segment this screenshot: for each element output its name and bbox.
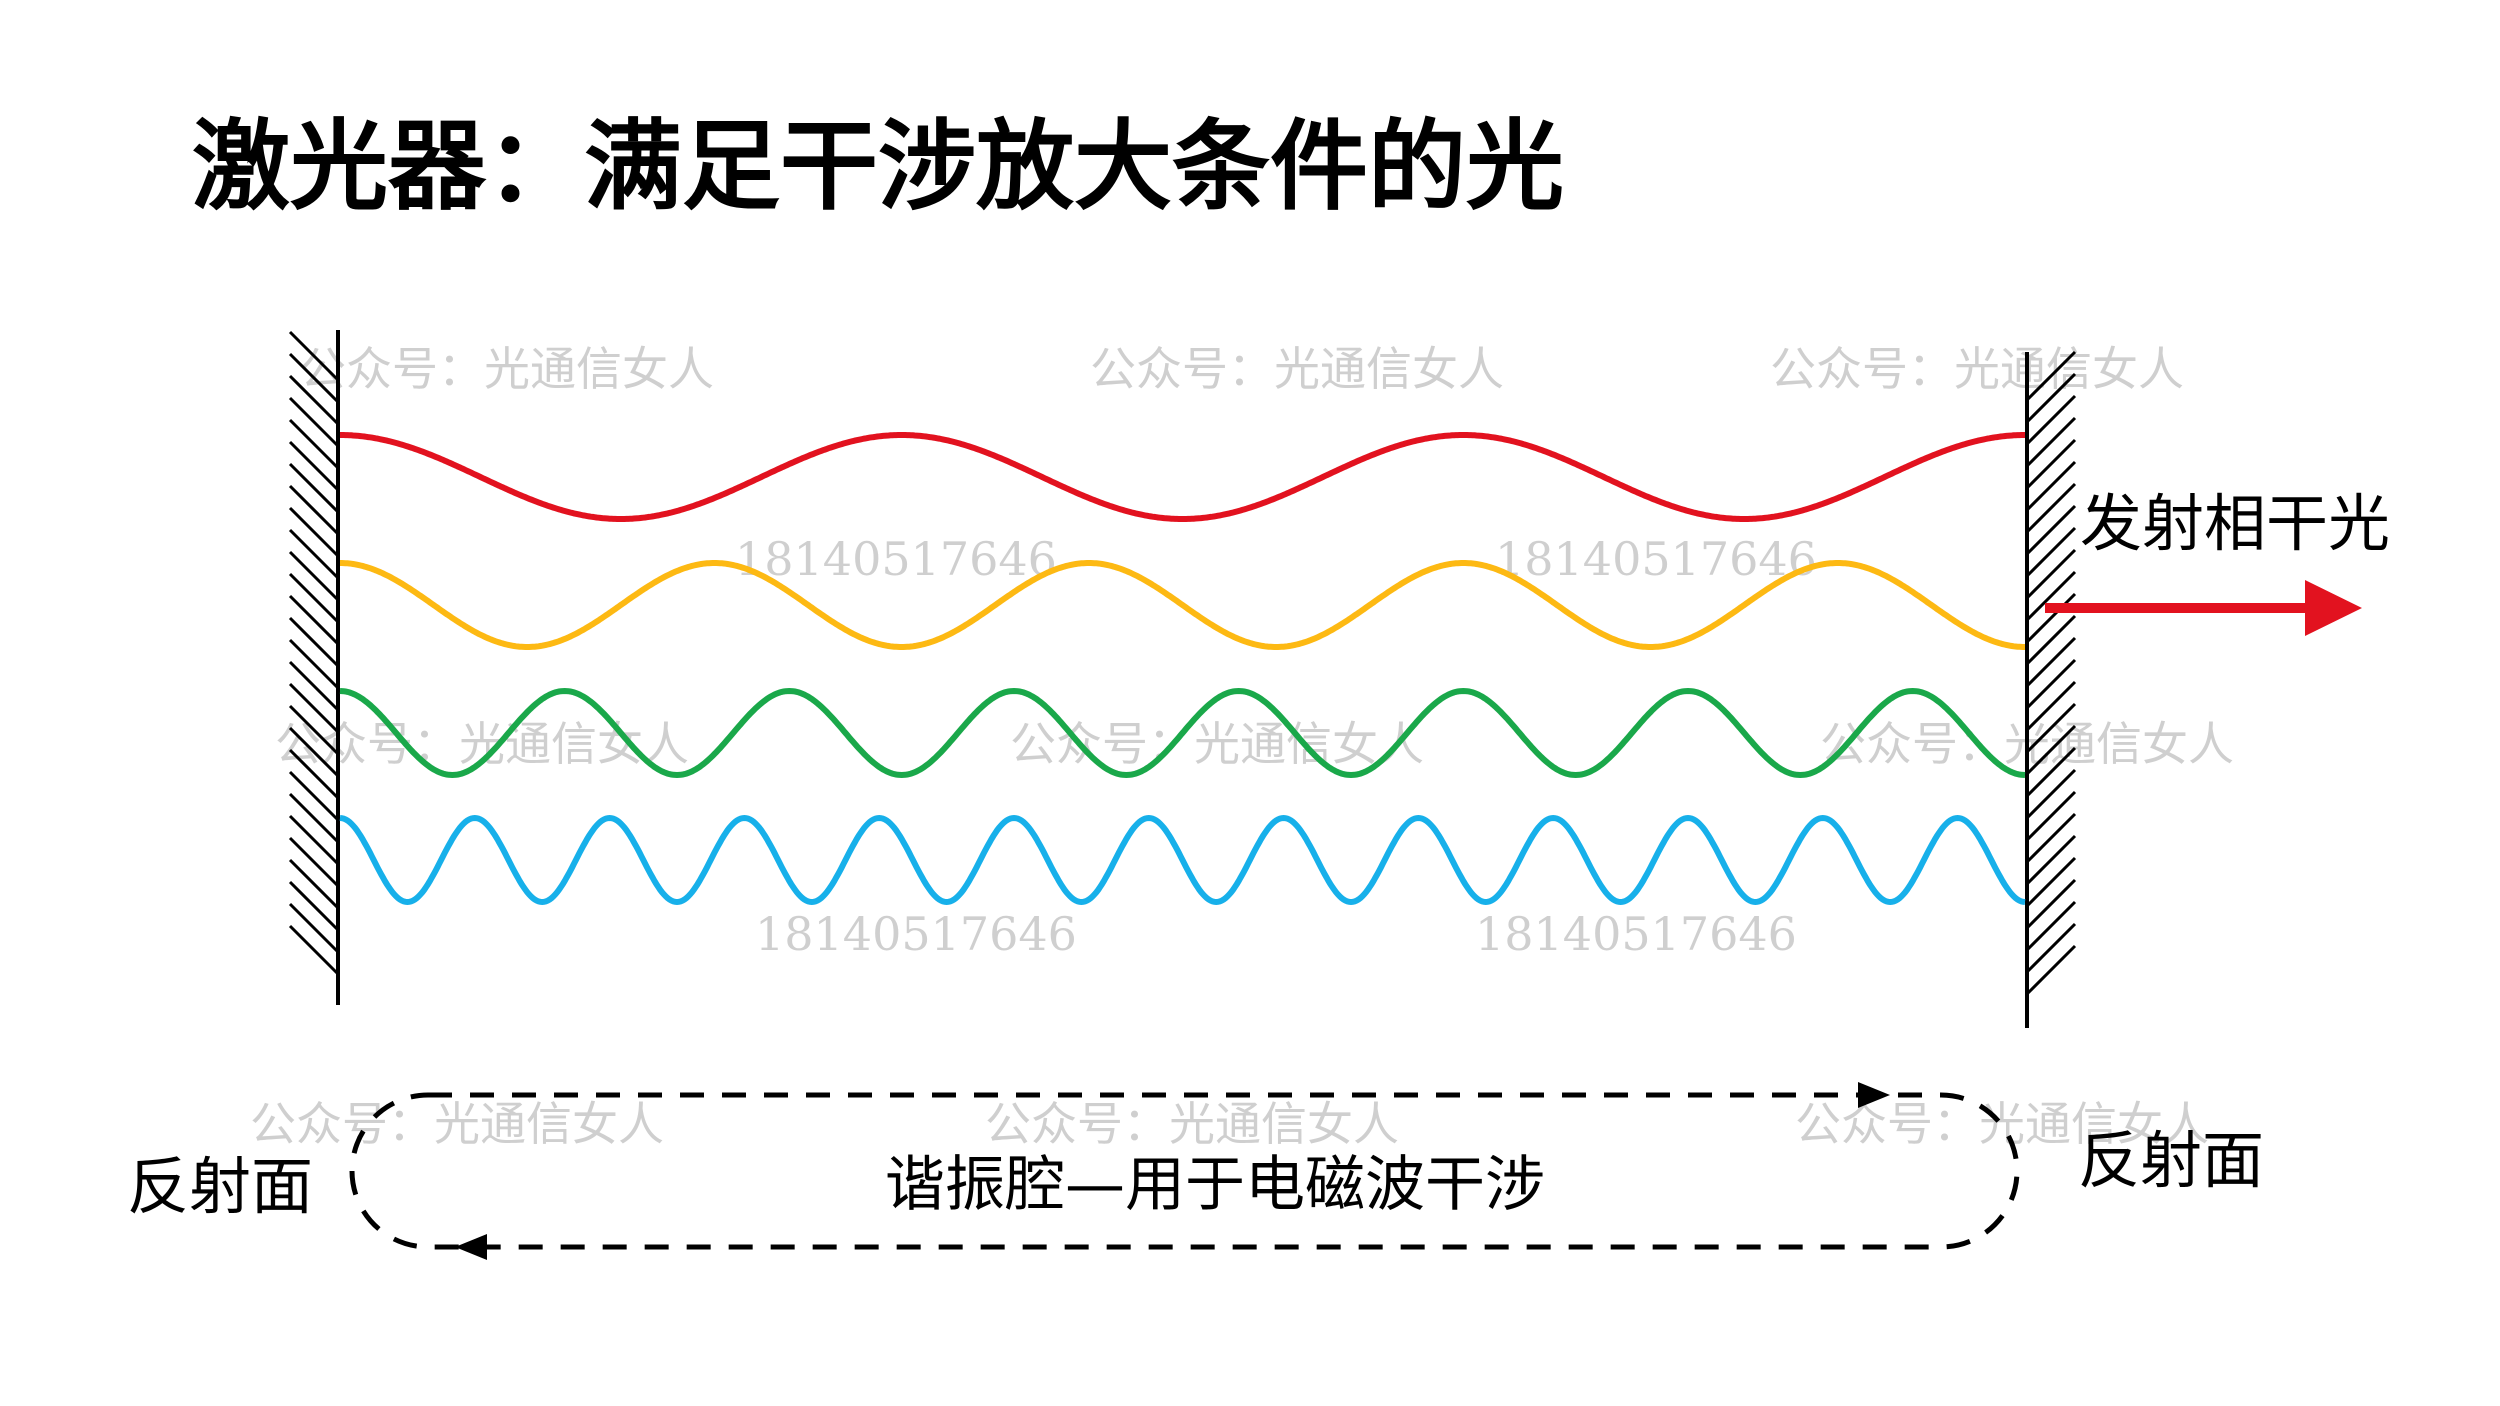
loop-arrow-back — [455, 1234, 487, 1260]
hatch-line — [2025, 570, 2077, 622]
watermark-text: 公众号：光通信女人 — [985, 1097, 1399, 1151]
standing-waves — [339, 432, 2026, 906]
hatch-line — [288, 572, 340, 624]
hatch-line — [288, 506, 340, 558]
watermark-text: 公众号：光通信女人 — [1770, 342, 2184, 396]
hatch-line — [288, 660, 340, 712]
hatch-line — [2025, 504, 2077, 556]
hatch-line — [288, 550, 340, 602]
hatch-line — [2025, 944, 2077, 996]
wave-4 — [339, 814, 2026, 906]
hatch-line — [2025, 900, 2077, 952]
hatch-line — [2025, 372, 2077, 424]
hatch-line — [2025, 394, 2077, 446]
hatch-line — [2025, 922, 2077, 974]
watermark-number: 18140517646 — [1495, 532, 1817, 586]
hatch-line — [2025, 460, 2077, 512]
hatch-line — [2025, 812, 2077, 864]
hatch-line — [288, 396, 340, 448]
hatch-line — [2025, 834, 2077, 886]
hatch-line — [2025, 746, 2077, 798]
hatch-line — [288, 616, 340, 668]
cavity-label: 谐振腔—用于电磁波干涉 — [885, 1150, 1545, 1220]
output-arrow-head — [2305, 580, 2362, 636]
output-arrow — [2045, 580, 2362, 636]
hatch-line — [288, 374, 340, 426]
hatch-line — [2025, 680, 2077, 732]
hatch-line — [2025, 438, 2077, 490]
hatch-line — [2025, 856, 2077, 908]
hatch-line — [2025, 416, 2077, 468]
watermark-text: 公众号：光通信女人 — [1010, 717, 1424, 771]
hatch-line — [288, 682, 340, 734]
hatch-line — [288, 880, 340, 932]
hatch-line — [2025, 592, 2077, 644]
right-mirror-hatching — [2025, 350, 2077, 996]
hatch-line — [288, 462, 340, 514]
hatch-line — [288, 352, 340, 404]
hatch-line — [288, 858, 340, 910]
hatch-line — [288, 484, 340, 536]
hatch-line — [288, 594, 340, 646]
output-label: 发射相干光 — [2080, 487, 2390, 560]
hatch-line — [288, 902, 340, 954]
wave-2 — [340, 560, 2025, 650]
hatch-line — [288, 528, 340, 580]
loop-arrow-forward — [1858, 1082, 1890, 1108]
hatch-line — [288, 704, 340, 756]
hatch-line — [2025, 878, 2077, 930]
right-mirror-label: 反射面 — [2078, 1124, 2264, 1197]
hatch-line — [2025, 636, 2077, 688]
watermark-number: 18140517646 — [735, 532, 1057, 586]
wave-3 — [339, 687, 2026, 779]
hatch-line — [2025, 350, 2077, 402]
watermark-layer: 公众号：光通信女人 公众号：光通信女人 公众号：光通信女人 1814051764… — [250, 342, 2234, 1151]
hatch-line — [2025, 724, 2077, 776]
hatch-line — [288, 726, 340, 778]
hatch-line — [288, 836, 340, 888]
page-title: 激光器：满足干涉放大条件的光 — [192, 110, 1564, 224]
hatch-line — [288, 440, 340, 492]
right-mirror — [2025, 350, 2077, 1028]
hatch-line — [2025, 790, 2077, 842]
watermark-text: 公众号：光通信女人 — [1795, 1097, 2209, 1151]
wave-1 — [340, 432, 2025, 522]
hatch-line — [2025, 548, 2077, 600]
hatch-line — [288, 814, 340, 866]
watermark-text: 公众号：光通信女人 — [250, 1097, 664, 1151]
hatch-line — [2025, 768, 2077, 820]
hatch-line — [288, 638, 340, 690]
watermark-text: 公众号：光通信女人 — [1090, 342, 1504, 396]
hatch-line — [2025, 658, 2077, 710]
hatch-line — [2025, 702, 2077, 754]
hatch-line — [2025, 526, 2077, 578]
hatch-line — [2025, 482, 2077, 534]
watermark-number: 18140517646 — [755, 907, 1077, 961]
hatch-line — [288, 924, 340, 976]
hatch-line — [288, 792, 340, 844]
watermark-text: 公众号：光通信女人 — [300, 342, 714, 396]
hatch-line — [288, 748, 340, 800]
cavity-loop — [349, 1082, 2020, 1260]
hatch-line — [288, 418, 340, 470]
left-mirror-hatching — [288, 330, 340, 976]
cavity-loop-path — [349, 1092, 2020, 1250]
hatch-line — [288, 330, 340, 382]
hatch-line — [2025, 614, 2077, 666]
left-mirror-label: 反射面 — [127, 1150, 313, 1223]
left-mirror — [288, 330, 340, 1005]
hatch-line — [288, 770, 340, 822]
watermark-number: 18140517646 — [1475, 907, 1797, 961]
